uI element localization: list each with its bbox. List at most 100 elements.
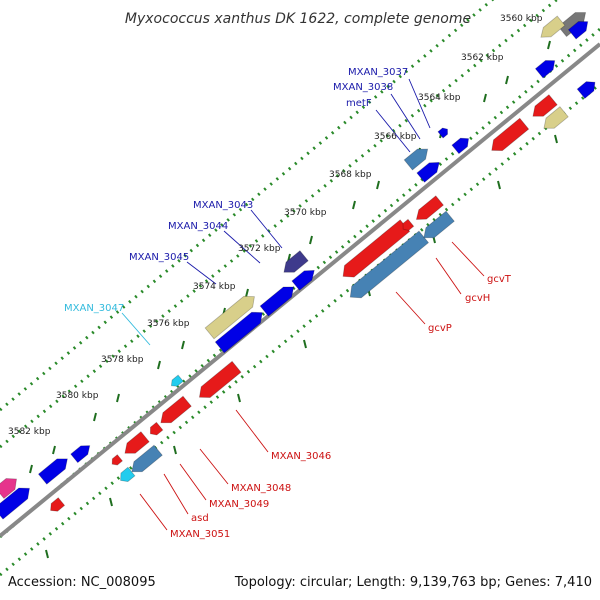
gene-blue-right-edge-body[interactable] <box>576 78 599 99</box>
gene-blue-small[interactable] <box>437 126 450 139</box>
gene-label-gcvh: gcvH <box>465 293 490 304</box>
gene-steel-gcvP[interactable] <box>346 230 430 303</box>
gene-red-3046-body[interactable] <box>195 360 242 402</box>
gene-label-asd: asd <box>191 513 209 524</box>
gene-blue-3044[interactable] <box>291 266 318 291</box>
gene-purple-3043-body[interactable] <box>280 250 309 278</box>
gene-blue-3038[interactable] <box>416 158 443 183</box>
gene-red-3049[interactable] <box>147 421 164 437</box>
gene-red-3048[interactable] <box>157 395 192 428</box>
gene-red-gcvT[interactable] <box>413 195 444 224</box>
tick-mark-16 <box>52 445 56 455</box>
kbp-label-3: 3566 kbp <box>374 132 417 142</box>
gene-red-small-left[interactable] <box>110 454 123 468</box>
gene-top-blue-1-body[interactable] <box>567 17 591 40</box>
gene-khaki-3046b[interactable] <box>204 291 259 340</box>
gene-steel-gcvH-body[interactable] <box>420 210 455 243</box>
gene-blue-3036[interactable] <box>451 134 472 155</box>
gene-red-gcvH-small[interactable] <box>400 218 415 232</box>
gene-blue-3044-body[interactable] <box>291 266 318 291</box>
tick-mark-lower-0 <box>554 134 558 144</box>
gene-red-right-1-body[interactable] <box>529 94 558 122</box>
gene-blue-3046b[interactable] <box>214 307 266 354</box>
gene-features[interactable] <box>0 7 599 520</box>
gene-blue-left-1-body[interactable] <box>70 441 93 464</box>
gene-steel-gcvH[interactable] <box>420 210 455 243</box>
gene-blue-right-edge[interactable] <box>576 78 599 99</box>
gene-steel-gcvP-body[interactable] <box>346 230 430 303</box>
gene-top-blue-1[interactable] <box>567 17 591 40</box>
leader-mxan_3038 <box>390 93 421 140</box>
gene-khaki-3046b-body[interactable] <box>204 291 259 340</box>
kbp-label-9: 3578 kbp <box>101 355 144 365</box>
gene-cyan-3047[interactable] <box>169 374 184 389</box>
gene-label-mxan_3037: MXAN_3037 <box>348 67 408 78</box>
gene-red-right-2[interactable] <box>487 117 530 155</box>
gene-red-3049b-body[interactable] <box>121 431 150 459</box>
gene-red-3049b[interactable] <box>121 431 150 459</box>
tick-mark-15 <box>93 412 97 422</box>
gene-blue-3037[interactable] <box>534 56 558 79</box>
gene-steel-metF[interactable] <box>403 144 432 171</box>
gene-steel-asd[interactable] <box>128 444 163 477</box>
kbp-label-10: 3580 kbp <box>56 391 99 401</box>
tick-mark-7 <box>352 200 356 210</box>
gene-red-gcvH-small-body[interactable] <box>400 218 415 232</box>
kbp-label-1: 3562 kbp <box>461 53 504 63</box>
gene-khaki-right-body[interactable] <box>540 106 569 134</box>
gene-khaki-right[interactable] <box>540 106 569 134</box>
leader-mxan_3044 <box>223 230 261 264</box>
gene-steel-metF-body[interactable] <box>403 144 432 171</box>
gene-blue-3045-body[interactable] <box>259 282 298 317</box>
gene-blue-small-body[interactable] <box>437 126 450 139</box>
gene-label-mxan_3043: MXAN_3043 <box>193 200 253 211</box>
gene-blue-3037-body[interactable] <box>534 56 558 79</box>
dotted-guide-line-0 <box>0 82 600 577</box>
kbp-label-5: 3570 kbp <box>284 208 327 218</box>
gene-red-right-2-body[interactable] <box>487 117 530 155</box>
gene-blue-3036-body[interactable] <box>451 134 472 155</box>
gene-magenta-left-body[interactable] <box>0 474 21 499</box>
leader-mxan_3051 <box>139 493 168 531</box>
gene-blue-3045[interactable] <box>259 282 298 317</box>
tick-mark-lower-6 <box>173 445 177 455</box>
gene-steel-asd-body[interactable] <box>128 444 163 477</box>
gene-red-gcvT-body[interactable] <box>413 195 444 224</box>
gene-red-right-1[interactable] <box>529 94 558 122</box>
tick-mark-lower-7 <box>109 497 113 507</box>
gene-red-far-left-body[interactable] <box>47 497 66 515</box>
gene-blue-left-2-body[interactable] <box>37 454 72 485</box>
gene-top-grey-body[interactable] <box>557 7 589 38</box>
gene-red-3049-body[interactable] <box>147 421 164 437</box>
gene-khaki-top[interactable] <box>537 15 566 42</box>
tick-mark-lower-1 <box>497 180 501 190</box>
gene-label-mxan_3038: MXAN_3038 <box>333 82 393 93</box>
gene-cyan-3047-body[interactable] <box>169 374 184 389</box>
gene-magenta-left[interactable] <box>0 474 21 499</box>
gene-blue-3038-body[interactable] <box>416 158 443 183</box>
kbp-label-4: 3568 kbp <box>329 170 372 180</box>
gene-blue-left-1[interactable] <box>70 441 93 464</box>
gene-khaki-top-body[interactable] <box>537 15 566 42</box>
gene-cyan-3051[interactable] <box>117 466 136 484</box>
map-title: Myxococcus xanthus DK 1622, complete gen… <box>125 11 471 27</box>
gene-top-grey[interactable] <box>557 7 589 38</box>
backbone-line <box>0 42 600 538</box>
gene-blue-left-2[interactable] <box>37 454 72 485</box>
gene-label-gcvp: gcvP <box>428 323 452 334</box>
gene-red-3046[interactable] <box>195 360 242 402</box>
gene-blue-left-3-body[interactable] <box>0 483 34 520</box>
gene-red-3048-body[interactable] <box>157 395 192 428</box>
gene-cyan-3051-body[interactable] <box>117 466 136 484</box>
gene-purple-3043[interactable] <box>280 250 309 278</box>
gene-blue-3046b-body[interactable] <box>214 307 266 354</box>
kbp-labels: 3560 kbp 3562 kbp 3564 kbp 3566 kbp 3568 kbp… <box>8 14 543 437</box>
gene-red-far-left[interactable] <box>47 497 66 515</box>
gene-red-small-left-body[interactable] <box>110 454 123 468</box>
tick-mark-12 <box>181 340 185 350</box>
gene-blue-left-3[interactable] <box>0 483 34 520</box>
gene-label-mxan_3048: MXAN_3048 <box>231 483 291 494</box>
leader-asd <box>163 473 189 515</box>
kbp-label-8: 3576 kbp <box>147 319 190 329</box>
